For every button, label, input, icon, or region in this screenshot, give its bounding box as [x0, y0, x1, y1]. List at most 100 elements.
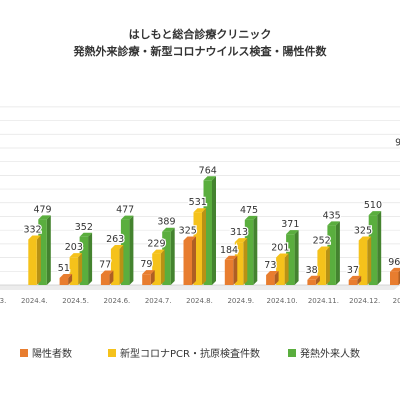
bar-tests [69, 257, 79, 285]
bar-side [284, 253, 289, 285]
chart-title: はしもと総合診療クリニック [128, 28, 272, 41]
bar-top [100, 270, 114, 275]
bar-top [286, 230, 299, 235]
x-tick-label: 2024.3. [0, 297, 6, 305]
data-label: 764 [199, 165, 217, 176]
bar-tests [358, 240, 368, 285]
data-label: 531 [189, 197, 207, 208]
data-label: 203 [65, 242, 83, 253]
bar-top [120, 215, 134, 220]
bar-tests [28, 239, 37, 285]
bar-side [243, 238, 248, 285]
data-label: 37 [347, 265, 359, 276]
bar-visits [203, 180, 212, 285]
data-label: 475 [240, 205, 258, 216]
bar-tests [193, 212, 202, 285]
data-label: 201 [271, 242, 289, 253]
legend-item-visits: 発熱外来人数 [288, 345, 360, 360]
bar-visits [368, 215, 378, 285]
bar-side [274, 270, 279, 285]
bar-top [224, 255, 238, 260]
data-label: 332 [23, 225, 41, 236]
bar-top [152, 249, 165, 254]
bar-top [59, 274, 73, 279]
bar-top [28, 235, 41, 240]
bar-side [325, 246, 330, 285]
data-label: 96 [388, 257, 400, 268]
bar-side [109, 270, 114, 285]
bar-side [160, 249, 165, 285]
bar-top [69, 253, 83, 258]
bar-top [327, 221, 340, 226]
bar-top [307, 275, 320, 280]
bar-top [142, 270, 155, 275]
bar-side [88, 232, 93, 285]
x-tick-label: 2024.11. [308, 297, 339, 305]
bar-visits [327, 225, 336, 285]
data-label: 263 [106, 234, 124, 245]
bar-side [170, 227, 175, 285]
bar-top [266, 270, 279, 275]
bar-positive [307, 279, 316, 285]
bar-top [183, 236, 196, 241]
bar-top [79, 232, 93, 237]
bar-positive [100, 274, 110, 285]
bar-side [129, 215, 134, 285]
data-label: 252 [313, 235, 331, 246]
bar-side [78, 253, 83, 285]
data-label: 479 [33, 204, 51, 215]
bar-top [38, 215, 51, 220]
bar-visits [79, 236, 89, 285]
data-label: 510 [364, 200, 382, 211]
data-label: 73 [264, 260, 276, 271]
x-tick-label: 2024.8. [186, 297, 213, 305]
bar-side [212, 176, 216, 285]
bar-side [367, 236, 372, 285]
data-label: 325 [179, 225, 197, 236]
bar-top [348, 275, 362, 280]
bar-top [110, 244, 124, 249]
legend-label-tests: 新型コロナPCR・抗原検査件数 [120, 349, 260, 360]
bar-top [162, 227, 175, 232]
bar-side [377, 211, 382, 285]
data-label: 389 [157, 217, 175, 228]
data-label: 313 [230, 227, 248, 238]
bar-visits [244, 219, 254, 285]
bar-top [276, 253, 289, 258]
bar-visits [120, 219, 130, 285]
bar-positive [266, 274, 275, 285]
bar-top [390, 267, 400, 272]
bar-positive [348, 279, 358, 285]
data-label: 184 [220, 245, 238, 256]
bar-side [192, 236, 196, 285]
data-label: 51 [58, 263, 70, 274]
bar-tests [276, 257, 285, 285]
data-label: 435 [323, 210, 341, 221]
data-label: 38 [306, 265, 318, 276]
bar-positive [224, 259, 234, 285]
x-tick-label: 2024.10. [267, 297, 298, 305]
bar-top [317, 246, 330, 251]
bar-top [234, 238, 248, 243]
legend-item-positive: 陽性者数 [20, 345, 72, 360]
x-tick-label: 2024.7. [145, 297, 172, 305]
bar-tests [234, 242, 244, 285]
data-label: 325 [354, 225, 372, 236]
chart-floor [0, 285, 400, 290]
bar-top [358, 236, 372, 241]
bar-top [244, 215, 258, 220]
bar-tests [317, 250, 326, 285]
bar-top [368, 211, 382, 216]
bar-side [36, 235, 41, 285]
legend-label-positive: 陽性者数 [32, 349, 72, 360]
bar-side [315, 275, 320, 285]
bar-visits [286, 234, 295, 285]
bar-side [119, 244, 124, 285]
bar-side [68, 274, 73, 285]
bar-side [46, 215, 51, 285]
data-label: 77 [99, 259, 111, 270]
x-tick-label: 2024.6. [104, 297, 131, 305]
bar-top [193, 208, 206, 213]
x-tick-label: 2025.1. [393, 297, 400, 305]
x-tick-label: 2024.5. [62, 297, 89, 305]
